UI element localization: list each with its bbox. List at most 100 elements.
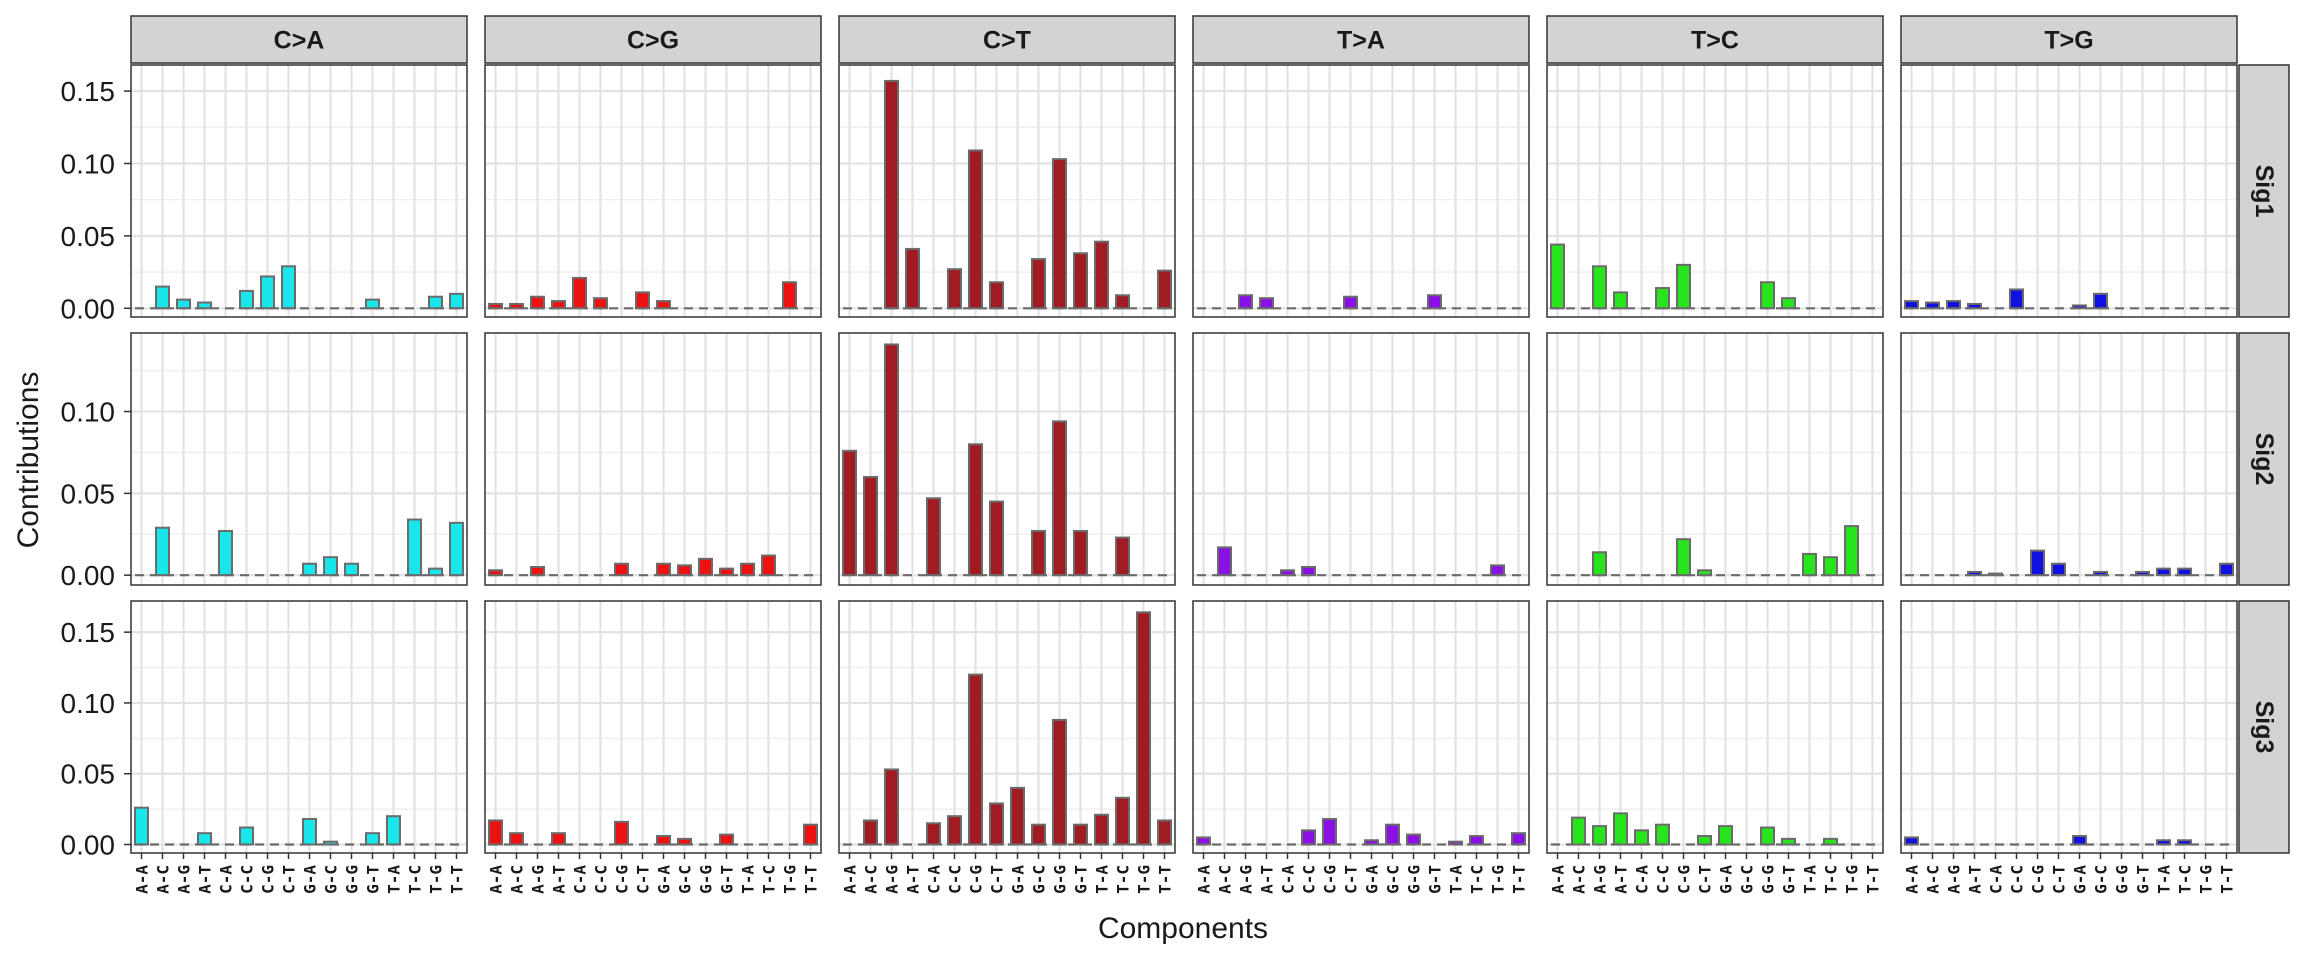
- panel-sig2-ctoa-border: [130, 332, 468, 586]
- panel-sig3-ttoc-border: [1546, 600, 1884, 854]
- panel-sig1-ttog-border: [1900, 64, 2238, 318]
- bar-sig1-ttoc-a-t: [1612, 291, 1629, 310]
- x-tick-label: T-A: [1447, 865, 1466, 894]
- x-tick-label: C-T: [634, 865, 653, 894]
- panel-sig3-ctot-border: [838, 600, 1176, 854]
- bar-sig3-ctot-c-c: [946, 815, 963, 846]
- x-tick-label: C-T: [1696, 865, 1715, 894]
- x-tick-label: C-A: [925, 865, 944, 894]
- bar-sig3-ctog-a-a: [487, 819, 504, 846]
- bar-sig3-ctoa-g-t: [364, 832, 381, 846]
- bar-sig2-ctog-g-g: [697, 557, 714, 577]
- x-tick-label: A-A: [1549, 865, 1568, 894]
- panel-sig3-ttoc-background: [1547, 601, 1883, 853]
- x-tick-label: T-A: [2155, 865, 2174, 894]
- bar-sig3-ctot-c-a: [925, 822, 942, 846]
- bar-sig1-ctoa-a-t: [196, 301, 213, 310]
- x-tick-label: G-C: [1030, 865, 1049, 894]
- bar-sig1-ttoa-a-g: [1237, 294, 1254, 310]
- bar-sig2-ttoa-t-g: [1489, 564, 1506, 577]
- bar-sig1-ctog-a-t: [550, 300, 567, 310]
- bar-sig2-ctoa-a-c: [154, 526, 171, 577]
- bar-sig3-ttoa-g-c: [1384, 823, 1401, 846]
- panel-sig2-ttog-border: [1900, 332, 2238, 586]
- bar-sig3-ctot-c-t: [988, 802, 1005, 846]
- x-tick-label: A-T: [196, 865, 215, 894]
- bar-sig3-ctog-t-t: [802, 823, 819, 846]
- x-tick-label: C-G: [2029, 865, 2048, 894]
- panel-sig3-ctog-background: [485, 601, 821, 853]
- x-tick-label: A-G: [1591, 865, 1610, 894]
- facet-label-ttog: T>G: [2044, 27, 2093, 55]
- x-tick-label: A-T: [550, 865, 569, 894]
- bar-sig1-ctog-c-a: [571, 276, 588, 310]
- x-tick-label: G-A: [1717, 865, 1736, 894]
- x-tick-label: C-G: [1321, 865, 1340, 894]
- x-tick-label: G-G: [1051, 865, 1070, 894]
- x-tick-label: C-C: [238, 865, 257, 894]
- facet-label-sig3: Sig3: [2250, 701, 2278, 754]
- x-tick-label: A-A: [133, 865, 152, 894]
- x-tick-label: G-C: [1738, 865, 1757, 894]
- bar-sig2-ttoc-t-c: [1822, 556, 1839, 577]
- x-tick-label: G-A: [1009, 865, 1028, 894]
- bar-sig1-ctoa-c-t: [280, 265, 297, 310]
- y-tick-label: 0.05: [61, 478, 116, 509]
- y-tick-label: 0.00: [61, 293, 116, 324]
- x-tick-label: A-T: [1612, 865, 1631, 894]
- bar-sig2-ctog-c-g: [613, 562, 630, 577]
- x-tick-label: T-A: [1801, 865, 1820, 894]
- x-tick-label: A-A: [487, 865, 506, 894]
- bar-sig2-ttog-c-t: [2050, 562, 2067, 577]
- x-tick-label: C-A: [217, 865, 236, 894]
- bar-sig1-ctot-c-t: [988, 281, 1005, 310]
- bar-sig1-ttog-g-a: [2071, 304, 2088, 310]
- x-tick-label: T-A: [385, 865, 404, 894]
- bar-sig2-ctoa-t-c: [406, 518, 423, 577]
- facet-label-sig2: Sig2: [2250, 433, 2278, 486]
- x-tick-label: A-C: [508, 865, 527, 894]
- x-tick-label: A-A: [1903, 865, 1922, 894]
- bar-sig3-ctot-g-c: [1030, 823, 1047, 846]
- bar-sig1-ctot-g-c: [1030, 258, 1047, 310]
- y-tick-label: 0.10: [61, 397, 116, 428]
- bar-sig1-ctot-t-a: [1093, 240, 1110, 310]
- x-tick-label: A-A: [1195, 865, 1214, 894]
- bar-sig2-ttog-t-t: [2218, 562, 2235, 577]
- panel-sig1-ctoa-background: [131, 65, 467, 317]
- bar-sig2-ttoc-t-g: [1843, 525, 1860, 577]
- x-tick-label: A-A: [841, 865, 860, 894]
- panel-sig1-ctog-background: [485, 65, 821, 317]
- x-tick-label: C-T: [1342, 865, 1361, 894]
- facet-label-ctog: C>G: [627, 27, 679, 55]
- bar-sig1-ttog-a-t: [1966, 302, 1983, 310]
- bar-sig3-ttoc-a-g: [1591, 825, 1608, 846]
- bar-sig2-ctot-a-g: [883, 343, 900, 577]
- y-tick-label: 0.15: [61, 76, 116, 107]
- bar-sig1-ctog-a-c: [508, 302, 525, 310]
- bar-sig2-ctoa-g-c: [322, 556, 339, 577]
- bar-sig3-ttoc-g-a: [1717, 825, 1734, 846]
- bar-sig1-ctog-g-a: [655, 300, 672, 310]
- bar-sig2-ctoa-g-a: [301, 562, 318, 577]
- panel-sig3-ttoa-border: [1192, 600, 1530, 854]
- x-tick-label: T-C: [1468, 865, 1487, 894]
- panel-sig2-ttoc-border: [1546, 332, 1884, 586]
- bar-sig3-ttoc-g-g: [1759, 826, 1776, 846]
- facet-label-ctot: C>T: [983, 27, 1031, 55]
- bar-sig2-ctot-a-a: [841, 449, 858, 577]
- panel-sig1-ttoa-background: [1193, 65, 1529, 317]
- panel-sig1-ctog-border: [484, 64, 822, 318]
- bar-sig3-ttoc-c-c: [1654, 823, 1671, 846]
- bar-sig3-ctot-t-a: [1093, 813, 1110, 846]
- x-tick-label: T-G: [1489, 865, 1508, 894]
- bar-sig2-ctog-a-g: [529, 566, 546, 577]
- bar-sig1-ctoa-c-c: [238, 289, 255, 310]
- facet-strip-ctot: [838, 15, 1176, 64]
- x-tick-label: T-T: [802, 865, 821, 894]
- bar-sig1-ctoa-t-t: [448, 292, 465, 310]
- y-axis-title: Contributions: [12, 372, 45, 549]
- bar-sig3-ctot-a-g: [883, 768, 900, 846]
- bar-sig3-ctoa-t-a: [385, 815, 402, 846]
